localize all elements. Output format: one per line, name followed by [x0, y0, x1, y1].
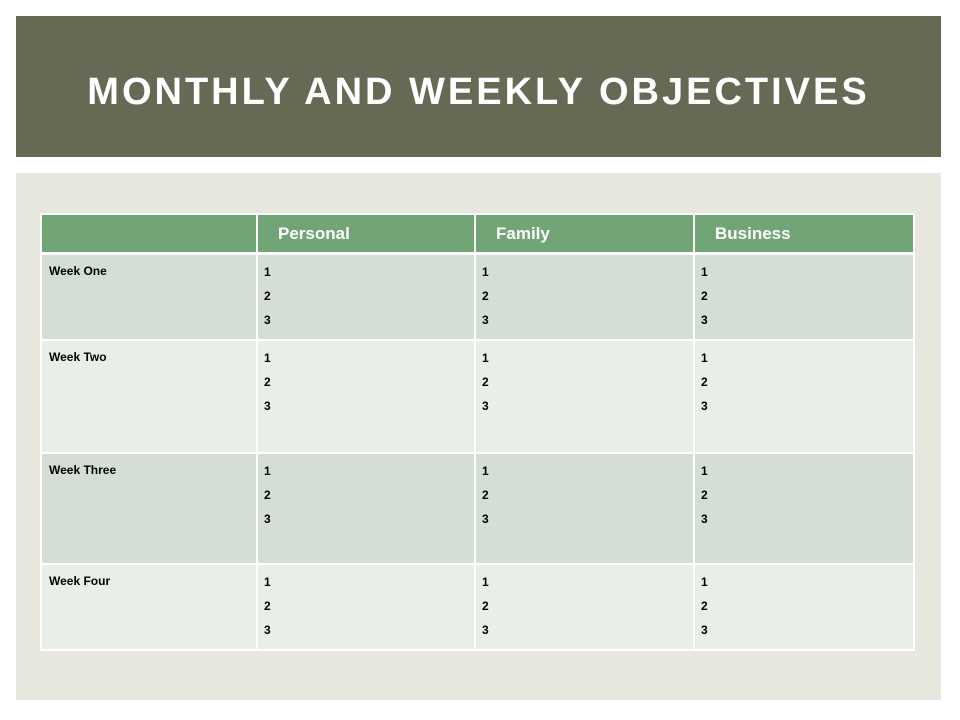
number-list: 1 2 3: [701, 260, 913, 332]
list-item: 2: [264, 289, 271, 303]
list-item: 3: [701, 623, 708, 637]
table-row: Week Two 1 2 3 1 2 3 1 2 3: [40, 339, 915, 454]
table-cell: 1 2 3: [256, 563, 476, 651]
list-item: 1: [701, 351, 708, 365]
list-item: 1: [264, 464, 271, 478]
number-list: 1 2 3: [482, 459, 693, 531]
table-cell: 1 2 3: [693, 339, 915, 454]
row-label: Week One: [40, 252, 258, 341]
list-item: 2: [264, 488, 271, 502]
list-item: 3: [701, 399, 708, 413]
table-cell: 1 2 3: [693, 252, 915, 341]
row-label: Week Four: [40, 563, 258, 651]
list-item: 1: [482, 351, 489, 365]
number-list: 1 2 3: [264, 346, 474, 418]
list-item: 2: [701, 289, 708, 303]
table-row: Week Three 1 2 3 1 2 3 1 2 3: [40, 452, 915, 565]
number-list: 1 2 3: [264, 260, 474, 332]
slide-title: MONTHLY AND WEEKLY OBJECTIVES: [87, 71, 870, 113]
table-cell: 1 2 3: [474, 563, 695, 651]
list-item: 2: [482, 289, 489, 303]
number-list: 1 2 3: [264, 570, 474, 642]
table-cell: 1 2 3: [474, 339, 695, 454]
number-list: 1 2 3: [482, 260, 693, 332]
table-cell: 1 2 3: [256, 339, 476, 454]
list-item: 3: [264, 313, 271, 327]
list-item: 2: [482, 375, 489, 389]
list-item: 2: [482, 488, 489, 502]
number-list: 1 2 3: [701, 346, 913, 418]
list-item: 2: [701, 375, 708, 389]
list-item: 1: [701, 464, 708, 478]
list-item: 3: [482, 623, 489, 637]
list-item: 1: [701, 265, 708, 279]
number-list: 1 2 3: [482, 346, 693, 418]
list-item: 1: [482, 464, 489, 478]
list-item: 1: [264, 575, 271, 589]
list-item: 1: [264, 265, 271, 279]
list-item: 3: [264, 399, 271, 413]
header-cell-business: Business: [693, 213, 915, 255]
list-item: 3: [482, 399, 489, 413]
table-cell: 1 2 3: [256, 252, 476, 341]
list-item: 1: [264, 351, 271, 365]
table-cell: 1 2 3: [474, 252, 695, 341]
table-row: Week Four 1 2 3 1 2 3 1 2 3: [40, 563, 915, 651]
table-cell: 1 2 3: [693, 452, 915, 565]
header-cell-family: Family: [474, 213, 695, 255]
list-item: 3: [482, 313, 489, 327]
header-cell-personal: Personal: [256, 213, 476, 255]
objectives-table: Personal Family Business Week One 1 2 3 …: [40, 213, 915, 651]
list-item: 1: [701, 575, 708, 589]
list-item: 2: [264, 375, 271, 389]
header-cell-empty: [40, 213, 258, 255]
list-item: 2: [482, 599, 489, 613]
list-item: 3: [264, 623, 271, 637]
list-item: 3: [701, 512, 708, 526]
number-list: 1 2 3: [264, 459, 474, 531]
list-item: 3: [264, 512, 271, 526]
table-cell: 1 2 3: [256, 452, 476, 565]
list-item: 3: [701, 313, 708, 327]
table-cell: 1 2 3: [474, 452, 695, 565]
list-item: 1: [482, 265, 489, 279]
number-list: 1 2 3: [701, 570, 913, 642]
list-item: 2: [701, 488, 708, 502]
title-bar: MONTHLY AND WEEKLY OBJECTIVES: [16, 16, 941, 157]
number-list: 1 2 3: [482, 570, 693, 642]
table-header-row: Personal Family Business: [40, 213, 915, 255]
table-row: Week One 1 2 3 1 2 3 1 2 3: [40, 252, 915, 341]
list-item: 3: [482, 512, 489, 526]
list-item: 1: [482, 575, 489, 589]
list-item: 2: [701, 599, 708, 613]
table-cell: 1 2 3: [693, 563, 915, 651]
row-label: Week Three: [40, 452, 258, 565]
list-item: 2: [264, 599, 271, 613]
row-label: Week Two: [40, 339, 258, 454]
number-list: 1 2 3: [701, 459, 913, 531]
